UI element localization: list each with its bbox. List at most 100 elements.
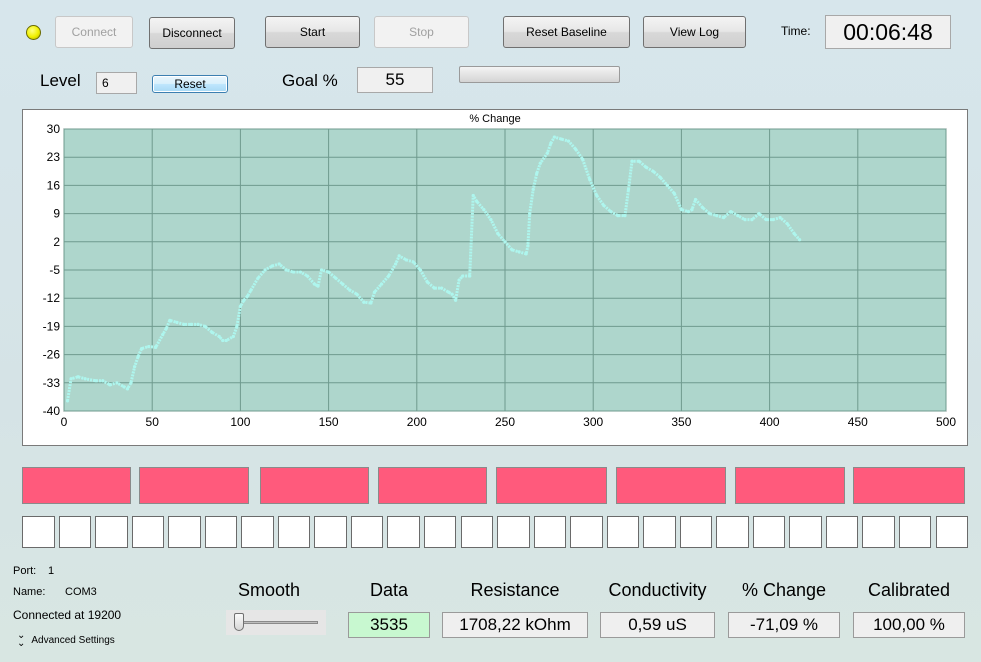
data-point — [566, 139, 571, 143]
data-point — [132, 365, 137, 369]
data-point — [644, 165, 648, 169]
disconnect-button[interactable]: Disconnect — [149, 17, 235, 49]
indicator-bar — [616, 467, 726, 504]
indicator-cell — [606, 516, 640, 548]
data-point — [154, 345, 158, 349]
data-point — [164, 326, 168, 331]
advanced-settings-toggle[interactable]: ⌄ ⌄ Advanced Settings — [17, 631, 115, 649]
indicator-cell — [387, 516, 420, 548]
port-value: 1 — [48, 565, 55, 577]
data-point — [549, 141, 553, 145]
calibrated-label: Calibrated — [867, 580, 951, 600]
data-point — [196, 322, 200, 326]
data-point — [129, 381, 133, 385]
goal-progress-bar — [459, 66, 620, 83]
data-point — [372, 290, 377, 294]
data-point — [461, 274, 465, 278]
data-point — [238, 304, 242, 308]
data-point — [552, 135, 556, 139]
x-tick-label: 400 — [760, 415, 780, 429]
data-point — [616, 214, 620, 218]
data-point — [524, 252, 528, 256]
indicator-cell — [22, 516, 55, 548]
name-label: Name: — [13, 586, 46, 598]
data-point — [626, 187, 631, 192]
data-point — [404, 258, 408, 262]
data-point — [450, 292, 454, 296]
indicator-cell — [423, 516, 457, 548]
smooth-label: Smooth — [237, 580, 301, 600]
reset-baseline-button[interactable]: Reset Baseline — [503, 16, 630, 48]
y-tick-label: -40 — [43, 404, 61, 418]
start-button[interactable]: Start — [265, 16, 360, 48]
data-point — [785, 222, 789, 226]
data-point — [175, 320, 179, 324]
connect-button[interactable]: Connect — [55, 16, 133, 48]
data-point — [418, 268, 422, 272]
y-tick-label: 30 — [47, 122, 61, 136]
data-point — [496, 232, 500, 236]
data-point — [573, 147, 578, 151]
data-point — [65, 399, 70, 403]
slider-track — [234, 621, 318, 624]
data-point — [256, 276, 260, 280]
x-tick-label: 300 — [583, 415, 603, 429]
data-point — [101, 379, 105, 383]
data-point — [341, 282, 345, 286]
data-point — [757, 212, 761, 216]
data-point — [743, 218, 747, 222]
y-tick-label: -12 — [43, 291, 61, 305]
data-point — [355, 292, 359, 296]
data-point — [319, 268, 324, 272]
y-tick-label: 23 — [47, 150, 61, 164]
data-point — [545, 151, 549, 155]
data-point — [284, 268, 288, 272]
data-point — [588, 177, 592, 181]
data-point — [242, 298, 246, 302]
level-input[interactable]: 6 — [96, 72, 137, 94]
resistance-value: 1708,22 kOhm — [442, 612, 588, 638]
indicator-cell — [314, 516, 347, 548]
stop-button[interactable]: Stop — [374, 16, 469, 48]
view-log-button[interactable]: View Log — [643, 16, 746, 48]
data-point — [76, 375, 80, 379]
data-point — [334, 276, 338, 280]
conductivity-label: Conductivity — [608, 580, 707, 600]
connection-status: Connected at 19200 — [13, 608, 122, 622]
data-point — [665, 183, 669, 187]
data-point — [125, 387, 130, 391]
level-reset-button[interactable]: Reset — [152, 75, 228, 93]
data-point — [432, 286, 437, 290]
data-point — [690, 207, 694, 212]
data-point — [161, 332, 165, 337]
data-point — [471, 193, 475, 198]
data-point — [189, 322, 193, 326]
change-chart: 0 50 100 150 200 250 300 350 400 450 500 30 23 16 9 2 -5… — [43, 122, 957, 429]
data-point — [736, 214, 740, 218]
indicator-cell — [533, 516, 566, 548]
x-tick-label: 350 — [671, 415, 691, 429]
data-point — [83, 377, 87, 381]
data-point — [609, 209, 613, 214]
data-point — [630, 159, 634, 163]
data-point — [394, 262, 398, 266]
chart-title: % Change — [469, 113, 521, 125]
y-tick-label: 16 — [47, 178, 61, 192]
x-tick-label: 250 — [495, 415, 515, 429]
data-point — [693, 197, 698, 202]
series-line — [66, 135, 801, 402]
data-point — [235, 324, 239, 328]
data-point — [510, 248, 514, 252]
data-point — [425, 280, 429, 284]
data-point — [482, 207, 486, 212]
data-point — [700, 205, 705, 210]
data-point — [792, 232, 796, 236]
slider-thumb[interactable] — [234, 613, 244, 631]
smooth-slider[interactable] — [226, 610, 326, 635]
data-point — [411, 260, 415, 264]
indicator-cell — [460, 516, 493, 548]
data-point — [517, 250, 521, 254]
indicator-cell — [497, 516, 530, 548]
conductivity-value: 0,59 uS — [600, 612, 715, 638]
data-point — [312, 282, 317, 286]
